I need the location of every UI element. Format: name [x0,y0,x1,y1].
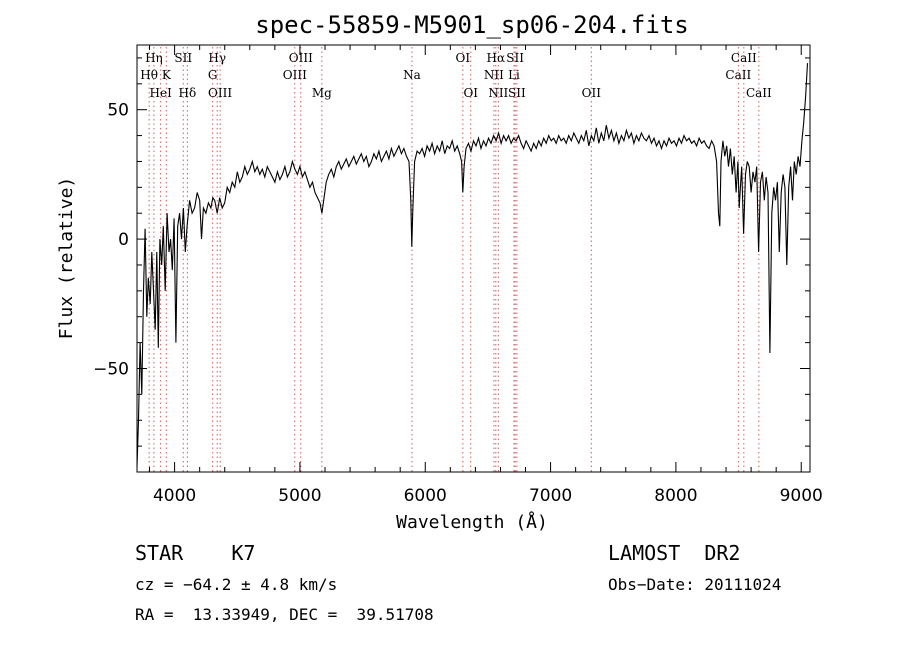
x-tick-label: 4000 [153,486,196,506]
line-label: SII [508,86,526,100]
line-label: Hθ [140,68,158,82]
observation-date: Obs−Date: 20111024 [608,575,782,594]
y-axis-ticks: −50 0 50 [93,57,810,447]
x-tick-label: 8000 [654,486,697,506]
line-label: CaII [725,68,751,82]
line-label: Hδ [179,86,197,100]
plot-frame [136,44,811,473]
x-tick-label: 5000 [278,486,321,506]
line-label: OI [463,86,478,100]
y-tick-label: −50 [93,359,129,379]
line-label: Hη [145,51,163,65]
line-label: Mg [312,86,332,100]
line-label: HeI [150,86,173,100]
line-label: G [208,68,218,82]
line-label: OIII [289,51,313,65]
redshift-velocity: cz = −64.2 ± 4.8 km/s [135,575,338,594]
x-tick-label: 6000 [404,486,447,506]
x-axis-label: Wavelength (Å) [396,511,548,533]
line-label: CaII [746,86,772,100]
line-label: Hα [487,51,506,65]
line-label: Li [508,68,520,82]
x-tick-label: 9000 [780,486,823,506]
line-label: OII [582,86,602,100]
line-label: SII [506,51,524,65]
line-label: OI [456,51,471,65]
spectral-line-markers [148,47,760,472]
survey-name: LAMOST DR2 [608,541,741,565]
spectral-line-labels: Hη Hθ K HeI SII Hδ Hγ G OIII OIII OIII Mg Na OI OI Hα NI… [140,51,772,100]
line-label: CaII [731,51,757,65]
line-label: NII [488,86,508,100]
line-label: OIII [283,68,307,82]
line-label: Na [403,68,421,82]
object-class: STAR K7 [135,541,256,565]
line-label: K [162,68,172,82]
line-label: NII [484,68,504,82]
spectrum-series-line [136,63,809,467]
x-tick-label: 7000 [529,486,572,506]
line-label: SII [174,51,192,65]
line-label: Hγ [208,51,226,65]
coordinates: RA = 13.33949, DEC = 39.51708 [135,605,434,624]
y-tick-label: 0 [118,230,129,250]
y-tick-label: 50 [107,101,129,121]
x-axis-ticks: 4000 5000 6000 7000 8000 9000 [149,45,823,506]
chart-title: spec-55859-M5901_sp06-204.fits [255,11,688,39]
line-label: OIII [208,86,232,100]
y-axis-label: Flux (relative) [56,177,77,340]
